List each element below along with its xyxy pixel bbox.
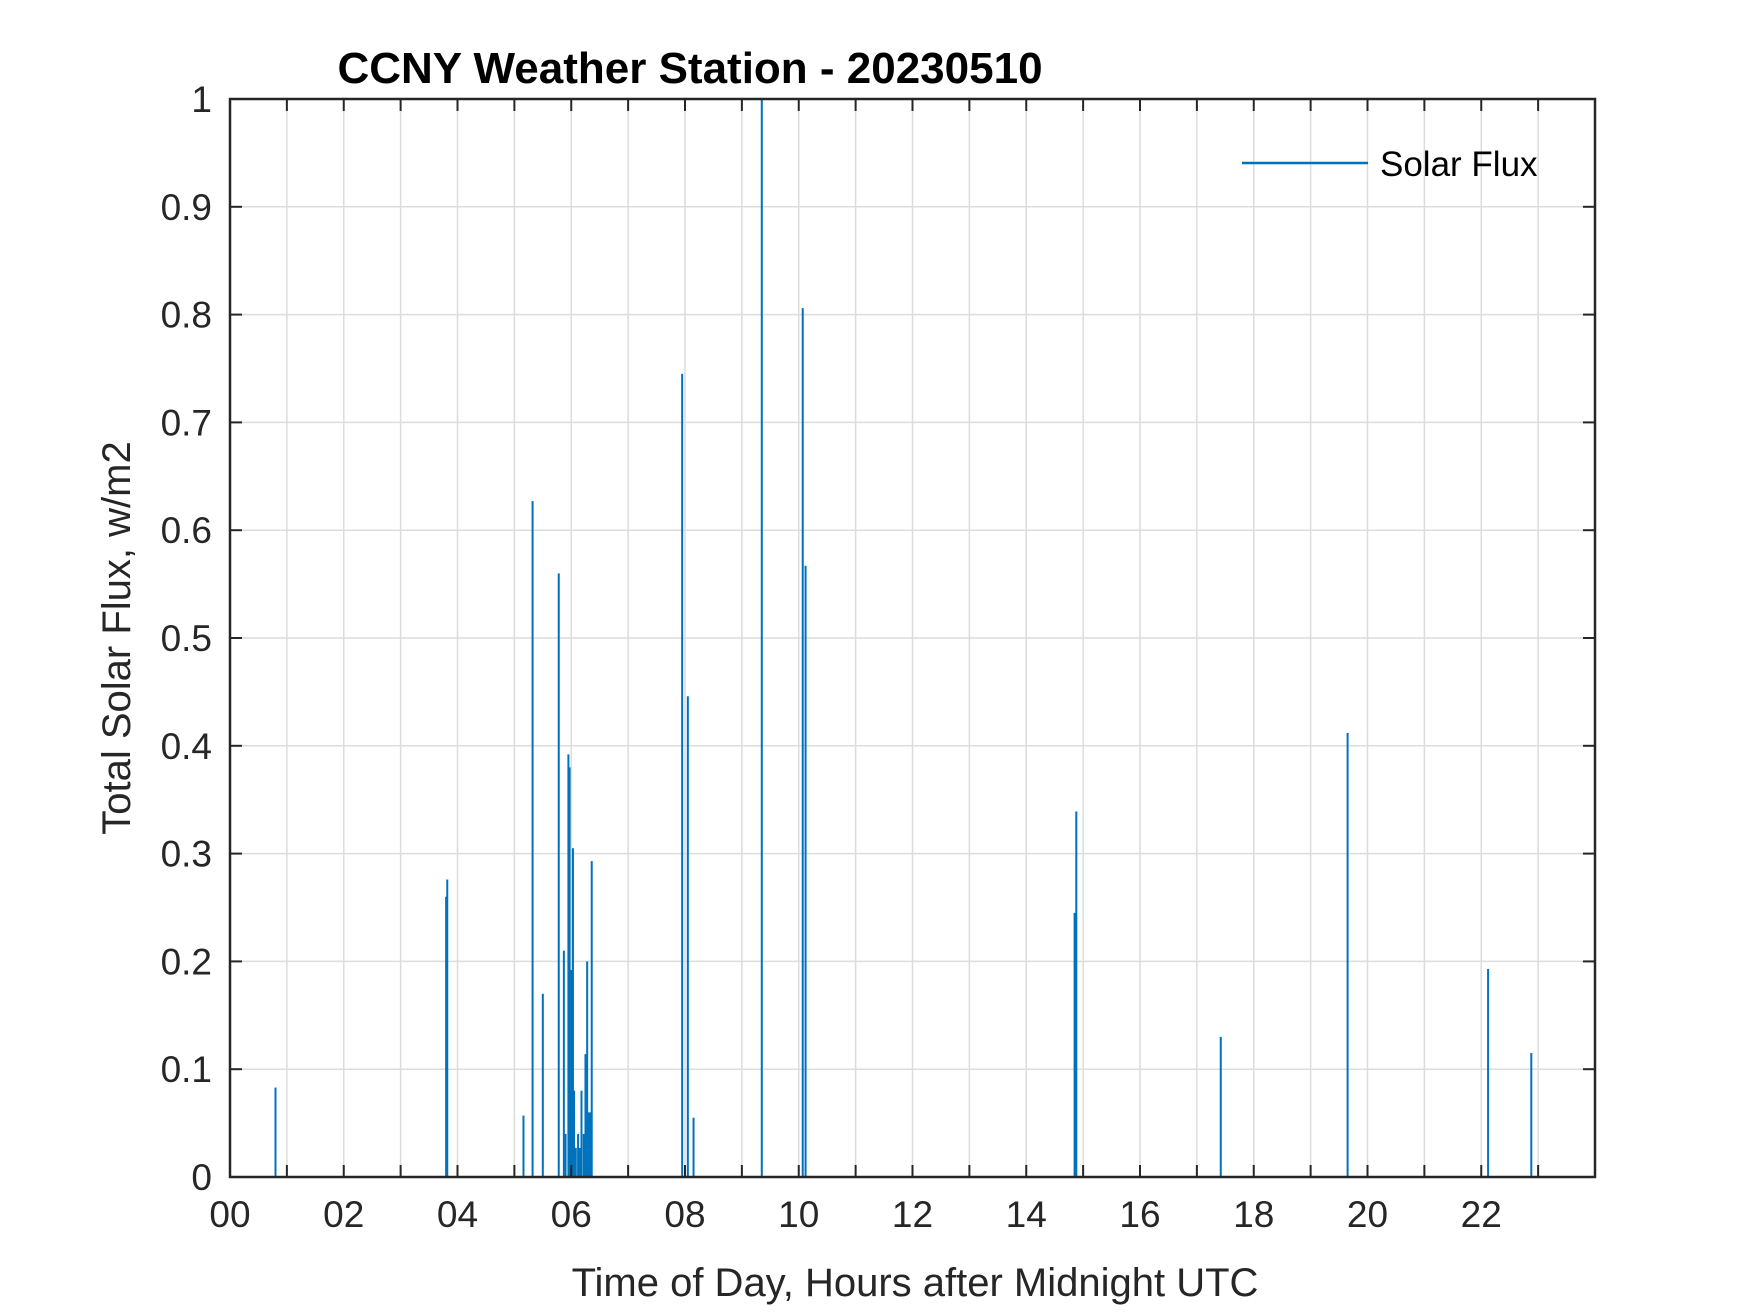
axis-ticks xyxy=(229,98,1596,1178)
legend-label-solar-flux: Solar Flux xyxy=(1380,145,1538,184)
y-tick-label: 0.5 xyxy=(161,618,212,659)
y-tick-label: 0.4 xyxy=(161,726,212,767)
legend: Solar Flux xyxy=(1242,145,1538,184)
x-tick-label: 06 xyxy=(551,1194,592,1235)
x-tick-label: 00 xyxy=(209,1194,250,1235)
y-tick-label: 0.9 xyxy=(161,187,212,228)
y-tick-label: 0.6 xyxy=(161,510,212,551)
y-tick-label: 0.3 xyxy=(161,834,212,875)
x-tick-label: 12 xyxy=(892,1194,933,1235)
x-tick-label: 20 xyxy=(1347,1194,1388,1235)
x-tick-label: 04 xyxy=(437,1194,478,1235)
x-tick-label: 14 xyxy=(1006,1194,1047,1235)
y-tick-label: 0.7 xyxy=(161,402,212,443)
y-tick-label: 1 xyxy=(191,79,212,120)
x-tick-label: 02 xyxy=(323,1194,364,1235)
y-tick-label: 0.8 xyxy=(161,295,212,336)
x-tick-label: 22 xyxy=(1461,1194,1502,1235)
x-tick-label: 08 xyxy=(664,1194,705,1235)
y-tick-label: 0 xyxy=(191,1157,212,1198)
y-axis-tick-labels: 0 0.1 0.2 0.3 0.4 0.5 0.6 0.7 0.8 0.9 1 xyxy=(161,79,212,1198)
y-tick-label: 0.2 xyxy=(161,941,212,982)
chart-title: CCNY Weather Station - 20230510 xyxy=(337,44,1042,93)
x-axis-label: Time of Day, Hours after Midnight UTC xyxy=(572,1261,1259,1305)
x-axis-tick-labels: 00 02 04 06 08 10 12 14 16 18 20 22 xyxy=(209,1194,1501,1235)
grid-lines xyxy=(230,99,1595,1177)
x-tick-label: 10 xyxy=(778,1194,819,1235)
x-tick-label: 18 xyxy=(1233,1194,1274,1235)
y-axis-label: Total Solar Flux, w/m2 xyxy=(95,441,139,834)
y-tick-label: 0.1 xyxy=(161,1049,212,1090)
x-tick-label: 16 xyxy=(1119,1194,1160,1235)
